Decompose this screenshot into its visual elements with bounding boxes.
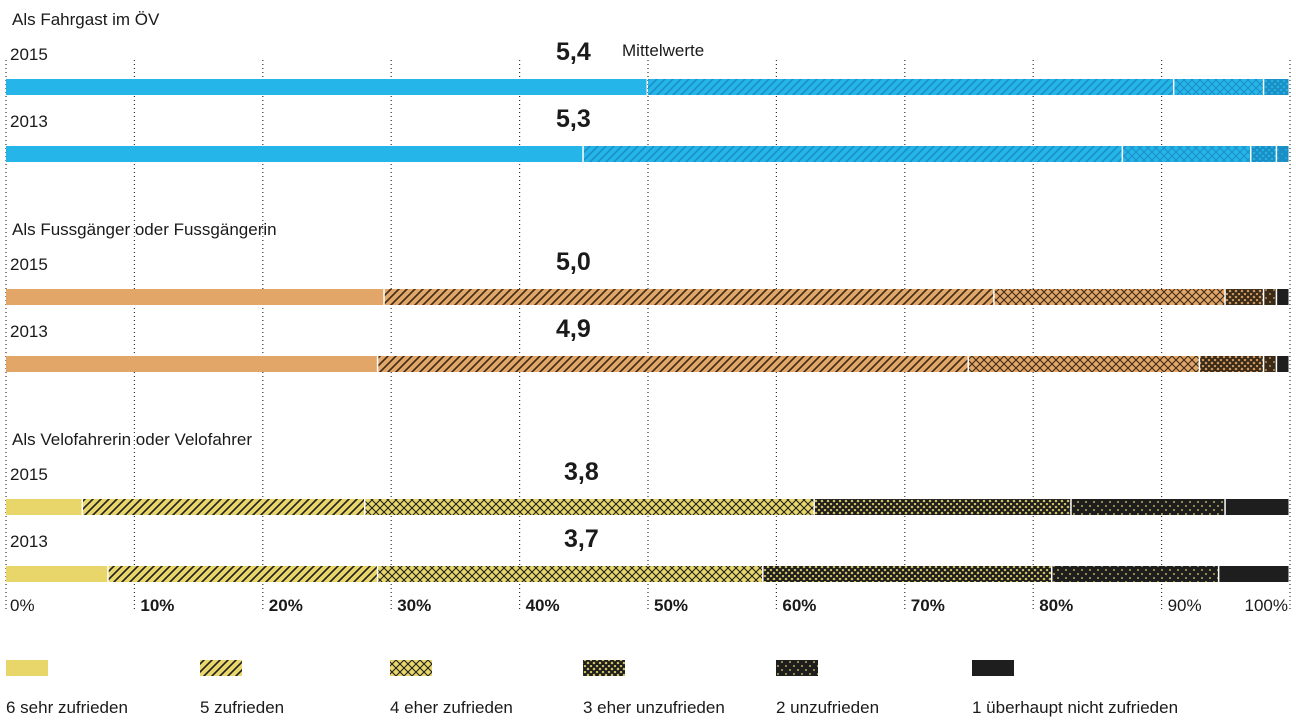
bar-segment	[763, 566, 1051, 582]
tick-label: 100%	[1245, 596, 1288, 615]
bar-segment	[1071, 499, 1225, 515]
year-label: 2013	[10, 112, 48, 131]
bar-segment	[6, 79, 647, 95]
mean-value: 3,8	[564, 458, 599, 486]
tick-label: 20%	[269, 596, 303, 615]
tick-label: 90%	[1168, 596, 1202, 615]
legend-label: 1 überhaupt nicht zufrieden	[972, 698, 1178, 717]
gridlines	[5, 60, 1291, 612]
bar-segment	[6, 499, 82, 515]
legend-swatch	[776, 660, 818, 676]
bar-segment	[108, 566, 377, 582]
year-label: 2015	[10, 465, 48, 484]
year-label: 2013	[10, 532, 48, 551]
legend-label: 2 unzufrieden	[776, 698, 879, 717]
legend-swatch	[390, 660, 432, 676]
legend-label: 6 sehr zufrieden	[6, 698, 128, 717]
legend-label: 4 eher zufrieden	[390, 698, 513, 717]
bar-segment	[378, 566, 763, 582]
legend: 6 sehr zufrieden 5 zufrieden 4 eher zufrie…	[6, 660, 1178, 717]
legend-swatch	[972, 660, 1014, 676]
year-label: 2015	[10, 255, 48, 274]
mean-note: Mittelwerte	[622, 41, 704, 60]
bar-segment	[1251, 146, 1276, 162]
group-title: Als Velofahrerin oder Velofahrer	[12, 430, 252, 449]
mean-value: 4,9	[556, 315, 591, 343]
bar-segment	[1264, 289, 1276, 305]
bar-segment	[1264, 79, 1289, 95]
labels: Mittelwerte Als Fahrgast im ÖV 2015 5,4 201…	[10, 10, 704, 553]
bar-segment	[1200, 356, 1263, 372]
bar-segment	[1174, 79, 1263, 95]
bar-segment	[1225, 499, 1289, 515]
bar-segment	[1277, 289, 1289, 305]
bar-segment	[378, 356, 968, 372]
group-title: Als Fussgänger oder Fussgängerin	[12, 220, 277, 239]
tick-label: 0%	[10, 596, 35, 615]
tick-label: 30%	[397, 596, 431, 615]
tick-label: 10%	[140, 596, 174, 615]
bar-segment	[994, 289, 1225, 305]
bar-segment	[1277, 356, 1289, 372]
year-label: 2013	[10, 322, 48, 341]
year-label: 2015	[10, 45, 48, 64]
bar-segment	[6, 146, 583, 162]
bar-segment	[384, 289, 994, 305]
bar-segment	[1052, 566, 1218, 582]
legend-label: 3 eher unzufrieden	[583, 698, 725, 717]
bar-segment	[1264, 356, 1276, 372]
tick-label: 80%	[1039, 596, 1073, 615]
bar-segment	[648, 79, 1173, 95]
bar-segment	[6, 566, 108, 582]
bar-segment	[583, 146, 1122, 162]
mean-value: 5,0	[556, 248, 591, 276]
bar-segment	[1219, 566, 1289, 582]
mean-value: 5,4	[556, 38, 591, 66]
bar-segment	[1225, 289, 1263, 305]
bar-segment	[83, 499, 365, 515]
mean-value: 5,3	[556, 105, 591, 133]
tick-label: 40%	[526, 596, 560, 615]
bar-segment	[1277, 146, 1289, 162]
tick-label: 50%	[654, 596, 688, 615]
legend-swatch	[6, 660, 48, 676]
bar-segment	[969, 356, 1199, 372]
bars	[6, 79, 1289, 582]
group-title: Als Fahrgast im ÖV	[12, 10, 160, 29]
legend-swatch	[200, 660, 242, 676]
x-axis-ticks: 0% 10% 20% 30% 40% 50% 60% 70% 80% 90% 100%	[10, 596, 1288, 615]
legend-swatch	[583, 660, 625, 676]
bar-segment	[6, 289, 384, 305]
bar-segment	[814, 499, 1071, 515]
tick-label: 60%	[782, 596, 816, 615]
mean-value: 3,7	[564, 525, 599, 553]
bar-segment	[1123, 146, 1250, 162]
tick-label: 70%	[911, 596, 945, 615]
bar-segment	[365, 499, 814, 515]
legend-label: 5 zufrieden	[200, 698, 284, 717]
bar-segment	[6, 356, 377, 372]
